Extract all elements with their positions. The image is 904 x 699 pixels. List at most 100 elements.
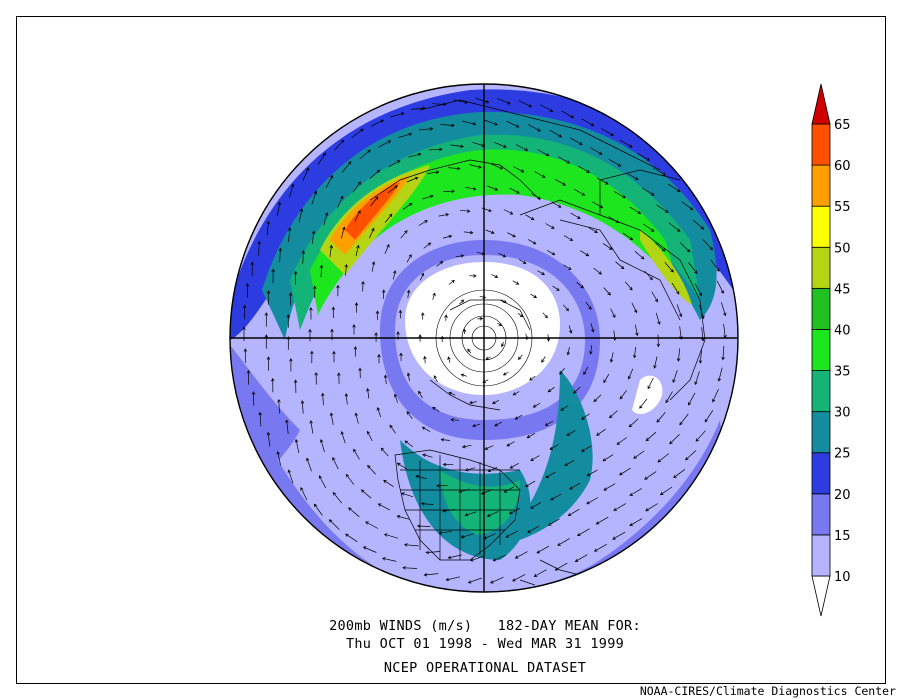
- wind-arrow: [518, 100, 533, 108]
- colorbar-min-triangle: [811, 575, 831, 617]
- wind-arrow: [653, 356, 658, 369]
- wind-arrow: [344, 392, 349, 405]
- wind-arrow: [308, 328, 312, 342]
- wind-arrow: [628, 418, 639, 428]
- wind-arrow: [354, 412, 359, 424]
- wind-arrow: [593, 394, 602, 403]
- wind-arrow: [514, 414, 523, 420]
- wind-arrow: [509, 462, 519, 469]
- wind-arrow: [313, 503, 323, 516]
- wind-arrow: [319, 264, 324, 278]
- wind-arrow: [717, 367, 723, 382]
- wind-arrow: [420, 502, 434, 506]
- caption-line-2: Thu OCT 01 1998 - Wed MAR 31 1999: [345, 636, 625, 652]
- wind-arrow: [629, 206, 642, 214]
- wind-arrow: [655, 312, 661, 325]
- colorbar-box: [811, 534, 831, 577]
- wind-arrow: [602, 454, 614, 462]
- wind-arrow: [344, 263, 348, 276]
- wind-arrow: [685, 450, 697, 461]
- wind-arrow: [460, 533, 474, 539]
- wind-arrow: [440, 123, 455, 128]
- wind-arrow: [681, 201, 694, 211]
- wind-arrow: [619, 467, 631, 476]
- wind-arrow: [469, 274, 477, 278]
- wind-arrow: [587, 226, 598, 233]
- wind-arrow: [569, 482, 581, 490]
- wind-arrow: [455, 254, 465, 258]
- wind-arrow: [353, 345, 358, 357]
- wind-arrow: [422, 453, 433, 458]
- wind-arrow: [380, 447, 389, 457]
- wind-arrow: [656, 204, 669, 213]
- colorbar-label: 65: [834, 118, 851, 133]
- wind-arrow: [388, 160, 401, 168]
- wind-arrow: [512, 574, 526, 582]
- wind-arrow: [381, 557, 397, 562]
- wind-arrow: [487, 466, 498, 473]
- wind-arrow: [526, 432, 536, 439]
- wind-arrow: [442, 509, 455, 513]
- wind-arrow: [642, 187, 655, 196]
- wind-arrow: [550, 493, 562, 501]
- wind-arrow: [369, 169, 381, 179]
- wind-arrow: [506, 120, 520, 128]
- wind-arrow: [676, 304, 683, 318]
- wind-arrow: [669, 433, 680, 445]
- wind-arrow: [593, 267, 602, 275]
- wind-arrow: [444, 314, 448, 321]
- wind-arrow: [603, 373, 610, 384]
- wind-arrow: [433, 375, 438, 383]
- wind-arrow: [704, 410, 714, 423]
- wind-arrow: [285, 419, 289, 434]
- caption-line-3: NCEP OPERATIONAL DATASET: [383, 660, 587, 676]
- wind-arrow: [401, 492, 414, 498]
- wind-arrow: [549, 444, 559, 450]
- caption-line-1: 200mb WINDS (m/s) 182-DAY MEAN FOR:: [329, 618, 641, 634]
- wind-arrow: [294, 438, 300, 454]
- wind-arrow: [293, 379, 298, 393]
- wind-arrow: [421, 426, 431, 432]
- wind-arrow: [384, 243, 390, 254]
- wind-arrow: [301, 250, 306, 264]
- wind-arrow: [624, 281, 633, 291]
- wind-arrow: [423, 573, 439, 577]
- wind-arrow: [465, 186, 477, 191]
- wind-arrow: [367, 464, 376, 475]
- colorbar-label: 55: [834, 200, 851, 215]
- wind-arrow: [596, 428, 606, 436]
- wind-arrow: [491, 274, 499, 278]
- wind-arrow: [337, 195, 344, 209]
- wind-arrow: [547, 518, 560, 526]
- wind-arrow: [487, 185, 499, 191]
- wind-arrow: [552, 285, 560, 291]
- wind-arrow: [369, 227, 375, 239]
- wind-arrow: [509, 187, 520, 194]
- wind-arrow: [328, 519, 340, 530]
- wind-arrow: [351, 128, 364, 138]
- wind-arrow: [525, 214, 535, 221]
- wind-arrow: [603, 287, 611, 296]
- wind-arrow: [402, 202, 413, 210]
- wind-arrow: [688, 392, 696, 406]
- wind-arrow: [340, 430, 346, 444]
- wind-arrow: [676, 348, 681, 362]
- wind-arrow: [419, 272, 425, 281]
- wind-arrow: [672, 370, 678, 383]
- wind-arrow: [403, 543, 419, 547]
- wind-arrow: [537, 149, 550, 157]
- wind-arrow: [574, 188, 586, 196]
- wind-arrow: [540, 104, 554, 112]
- wind-arrow: [271, 268, 275, 284]
- wind-arrow: [533, 569, 547, 577]
- wind-arrow: [544, 420, 554, 426]
- wind-arrow: [561, 110, 575, 119]
- wind-arrow: [459, 209, 471, 213]
- wind-arrow: [406, 411, 413, 420]
- wind-arrow: [266, 431, 271, 447]
- wind-arrow: [492, 399, 499, 404]
- wind-arrow: [679, 241, 691, 253]
- wind-arrow: [527, 525, 540, 533]
- wind-arrow: [438, 530, 452, 535]
- wind-arrow: [460, 373, 468, 377]
